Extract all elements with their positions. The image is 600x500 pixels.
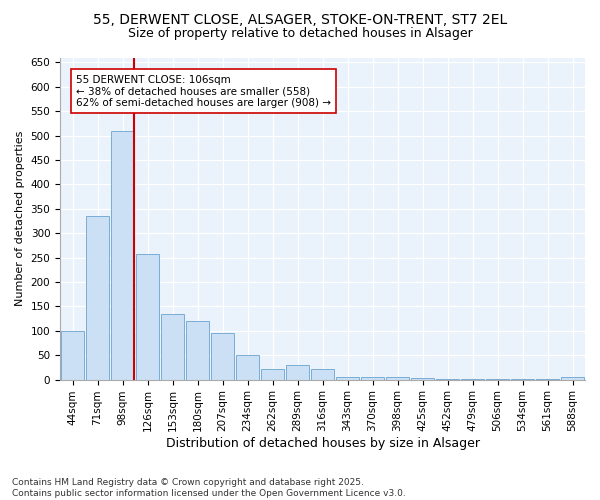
- Bar: [335, 377, 359, 380]
- Text: 55, DERWENT CLOSE, ALSAGER, STOKE-ON-TRENT, ST7 2EL: 55, DERWENT CLOSE, ALSAGER, STOKE-ON-TRE…: [93, 12, 507, 26]
- X-axis label: Distribution of detached houses by size in Alsager: Distribution of detached houses by size …: [166, 437, 479, 450]
- Bar: [161, 314, 184, 380]
- Bar: [236, 355, 259, 380]
- Bar: [560, 377, 584, 380]
- Bar: [136, 254, 160, 380]
- Text: Size of property relative to detached houses in Alsager: Size of property relative to detached ho…: [128, 28, 472, 40]
- Bar: [485, 378, 509, 380]
- Text: 55 DERWENT CLOSE: 106sqm
← 38% of detached houses are smaller (558)
62% of semi-: 55 DERWENT CLOSE: 106sqm ← 38% of detach…: [76, 74, 331, 108]
- Bar: [110, 130, 134, 380]
- Bar: [386, 377, 409, 380]
- Bar: [260, 369, 284, 380]
- Bar: [361, 377, 385, 380]
- Bar: [410, 378, 434, 380]
- Text: Contains HM Land Registry data © Crown copyright and database right 2025.
Contai: Contains HM Land Registry data © Crown c…: [12, 478, 406, 498]
- Bar: [461, 378, 484, 380]
- Bar: [61, 331, 85, 380]
- Bar: [185, 321, 209, 380]
- Bar: [536, 378, 559, 380]
- Bar: [311, 369, 334, 380]
- Y-axis label: Number of detached properties: Number of detached properties: [15, 131, 25, 306]
- Bar: [511, 378, 535, 380]
- Bar: [436, 378, 460, 380]
- Bar: [211, 333, 235, 380]
- Bar: [86, 216, 109, 380]
- Bar: [286, 365, 310, 380]
